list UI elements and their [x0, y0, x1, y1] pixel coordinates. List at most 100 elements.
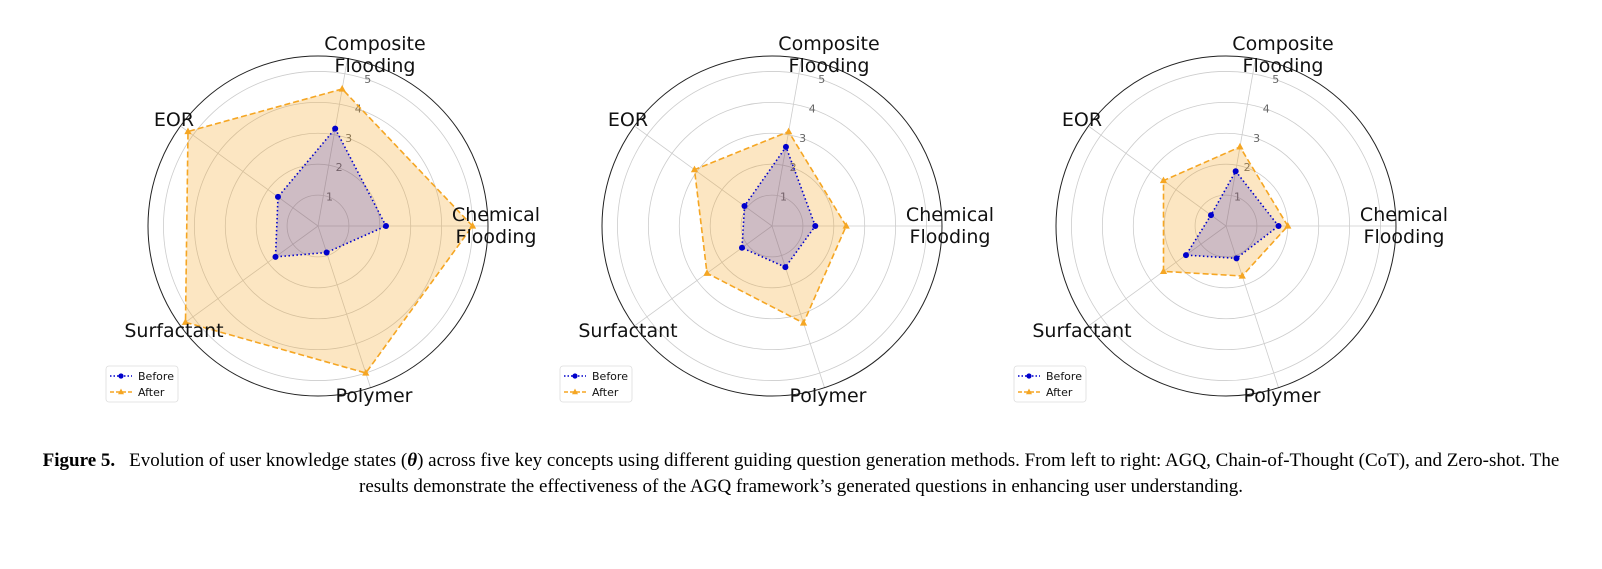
radial-tick-label: 5: [1272, 73, 1279, 86]
data-point-after: [1236, 142, 1244, 150]
radial-tick-label: 5: [818, 73, 825, 86]
data-point-before: [812, 223, 819, 229]
data-point-after: [184, 127, 192, 135]
radial-tick-label: 2: [1244, 161, 1251, 174]
data-point-before: [1232, 168, 1239, 175]
axis-spoke: [634, 225, 773, 327]
series-area-before: [275, 128, 386, 257]
data-point-after: [799, 319, 808, 326]
polar-frame: [147, 55, 489, 397]
polar-frame: [601, 55, 943, 397]
data-point-before: [272, 253, 279, 260]
radial-tick-label: 4: [1263, 102, 1270, 115]
series-area-after: [185, 89, 473, 373]
axis-label: Polymer: [1244, 385, 1321, 407]
data-point-before: [1233, 255, 1240, 262]
radar-chart-2: 1 2 3 4 5 Chemical Flooding Composite Flooding EO…: [559, 33, 994, 407]
caption-text-after: ) across five key concepts using differe…: [359, 450, 1560, 497]
axis-label: Chemical Flooding: [906, 204, 994, 248]
axis-label: Polymer: [790, 385, 867, 407]
axis-label: Surfactant: [1032, 320, 1131, 342]
axis-spoke: [180, 225, 319, 327]
series-line-after: [693, 130, 848, 325]
radar-charts-row: 1 2 3 4 5 Chemical Flooding Composite Flooding EO…: [105, 33, 1448, 407]
data-point-after: [1159, 267, 1168, 275]
data-point-after: [842, 222, 850, 229]
data-point-before: [274, 193, 281, 200]
axis-spoke: [634, 125, 773, 227]
data-point-after: [1159, 176, 1168, 184]
radial-tick-label: 2: [790, 161, 797, 174]
data-point-after: [690, 165, 699, 173]
legend: Before After: [559, 365, 633, 403]
axis-label: Chemical Flooding: [452, 204, 540, 248]
axis-label: Chemical Flooding: [1360, 204, 1448, 248]
data-point-before: [782, 143, 789, 150]
data-point-before: [383, 223, 389, 229]
data-point-after: [362, 368, 370, 376]
radial-tick-label: 1: [780, 191, 787, 204]
series-line-after: [184, 88, 474, 374]
radial-tick-label: 2: [336, 161, 343, 174]
data-point-after: [468, 222, 477, 229]
radar-chart-3: 1 2 3 4 5 Chemical Flooding Composite Flooding EO…: [1013, 33, 1448, 407]
axis-spoke: [1225, 58, 1256, 227]
data-point-before: [1182, 252, 1189, 259]
axis-label: Surfactant: [578, 320, 677, 342]
radial-tick-label: 4: [809, 102, 816, 115]
data-point-before: [782, 264, 789, 271]
axis-label: EOR: [1062, 109, 1102, 131]
caption-text-before: Evolution of user knowledge states (: [129, 450, 408, 471]
legend: Before After: [1013, 365, 1087, 403]
data-point-before: [738, 244, 745, 251]
data-point-before: [323, 249, 330, 256]
legend-label-after: After: [592, 386, 619, 399]
axis-label: EOR: [154, 109, 194, 131]
axis-label: Polymer: [336, 385, 413, 407]
legend-label-before: Before: [592, 370, 628, 383]
axis-spoke: [1225, 225, 1279, 388]
radial-tick-label: 3: [799, 132, 806, 145]
data-point-after: [338, 85, 346, 92]
figure-caption: Figure 5. Evolution of user knowledge sta…: [40, 448, 1562, 500]
data-point-before: [1207, 212, 1214, 219]
axis-label: EOR: [608, 109, 648, 131]
axis-label: Surfactant: [124, 320, 223, 342]
data-point-after: [1284, 222, 1292, 229]
axis-spoke: [771, 58, 802, 227]
legend-label-before: Before: [138, 370, 174, 383]
legend-label-after: After: [1046, 386, 1073, 399]
data-point-after: [785, 127, 793, 135]
radar-chart-1: 1 2 3 4 5 Chemical Flooding Composite Flooding EO…: [105, 33, 540, 407]
series-area-after: [694, 131, 847, 323]
radial-tick-label: 3: [345, 132, 352, 145]
axis-label: Composite Flooding: [1232, 33, 1333, 77]
axis-spoke: [180, 125, 319, 227]
axis-spoke: [1088, 225, 1227, 327]
axis-spoke: [771, 225, 825, 388]
figure-label: Figure 5.: [42, 450, 116, 471]
data-point-after: [1238, 271, 1246, 279]
series-line-after: [1162, 145, 1289, 277]
legend: Before After: [105, 365, 179, 403]
polar-frame: [1055, 55, 1397, 397]
radial-tick-label: 1: [326, 191, 333, 204]
data-point-after: [703, 269, 711, 276]
series-area-after: [1163, 146, 1288, 276]
radial-tick-label: 5: [364, 73, 371, 86]
axis-label: Composite Flooding: [778, 33, 879, 77]
radial-tick-label: 4: [355, 102, 362, 115]
data-point-before: [332, 125, 339, 132]
radial-tick-label: 1: [1234, 191, 1241, 204]
series-line-before: [274, 127, 388, 258]
data-point-before: [1275, 223, 1282, 229]
axis-label: Composite Flooding: [324, 33, 425, 77]
data-point-before: [741, 203, 748, 210]
legend-label-after: After: [138, 386, 165, 399]
theta-symbol: θ: [407, 450, 418, 471]
data-point-after: [181, 318, 190, 325]
axis-spoke: [1088, 125, 1227, 227]
series-area-before: [1186, 171, 1279, 259]
radial-tick-label: 3: [1253, 132, 1260, 145]
legend-label-before: Before: [1046, 370, 1082, 383]
